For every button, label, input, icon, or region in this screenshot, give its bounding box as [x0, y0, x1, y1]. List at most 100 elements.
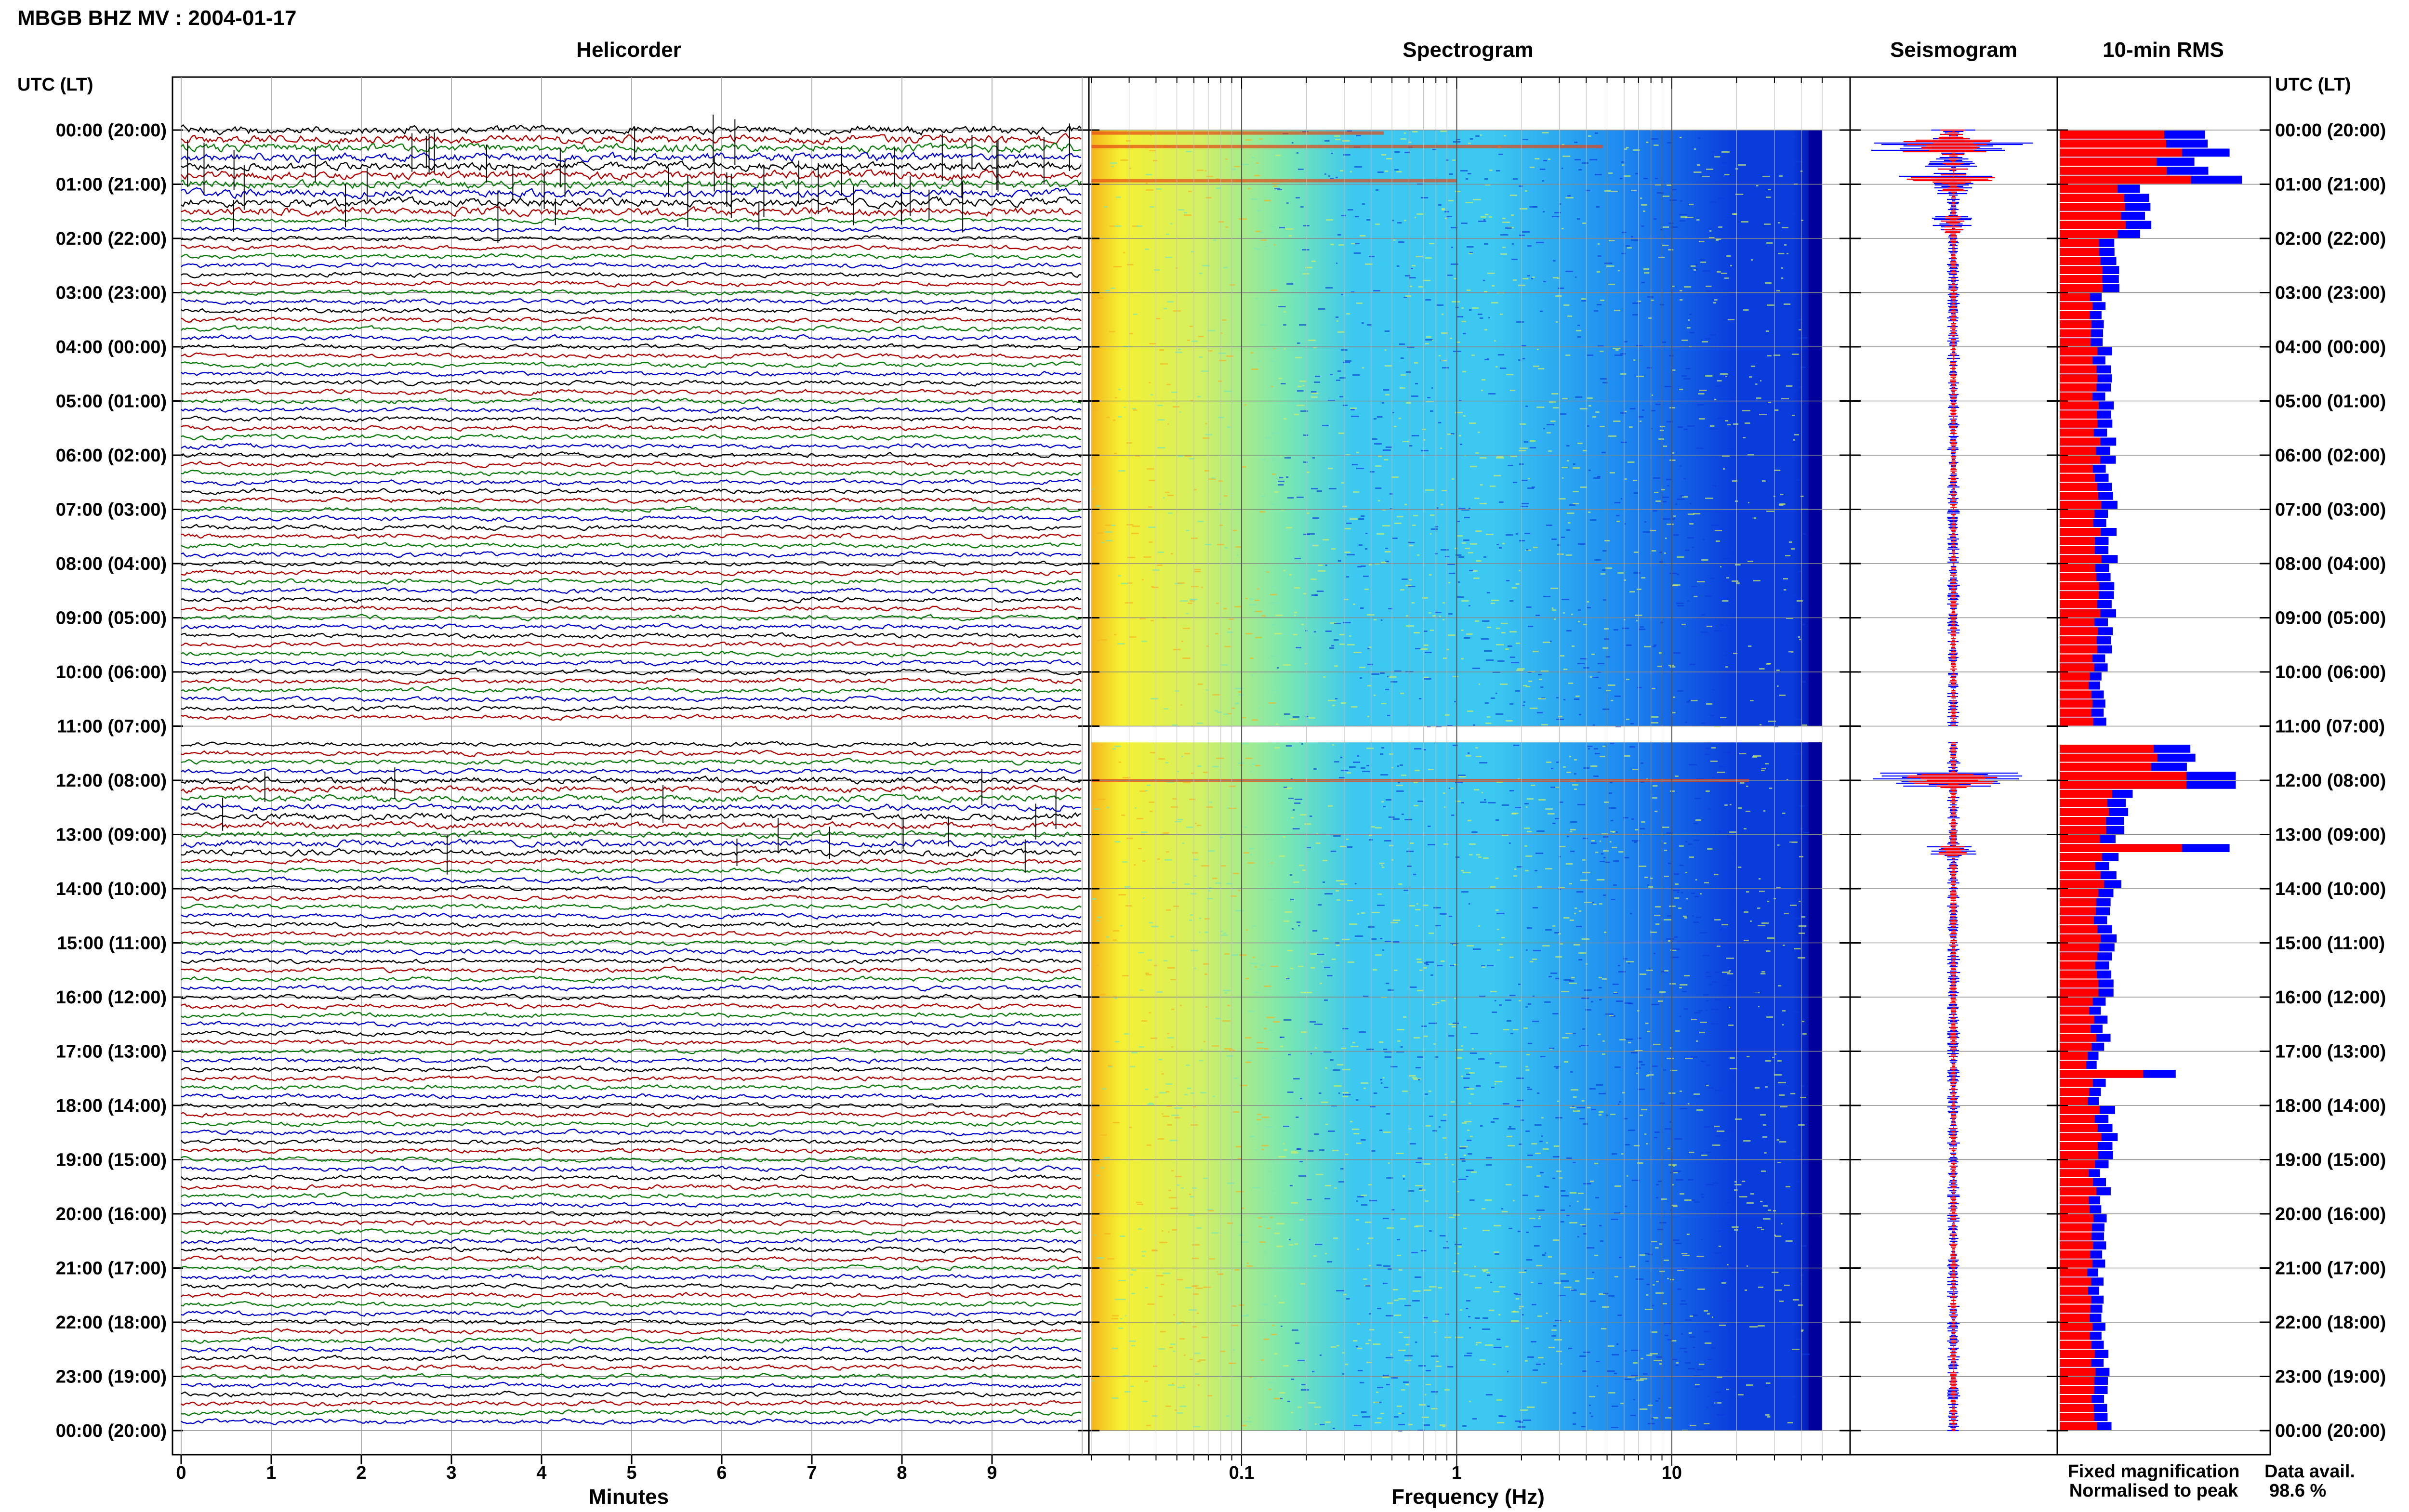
helicorder-trace: [181, 1111, 1082, 1118]
time-tick-labels-right: 00:00 (20:00) 01:00 (21:00) 02:00 (22:00) 0…: [2275, 120, 2386, 1441]
helicorder-trace: [181, 1138, 1082, 1145]
rms-bar-normalised: [2060, 1413, 2094, 1421]
helicorder-trace: [181, 587, 1082, 595]
helicorder-trace: [181, 1065, 1082, 1073]
helicorder-trace: [181, 614, 1082, 622]
rms-bar-normalised: [2060, 1232, 2092, 1241]
helicorder-trace: [181, 659, 1082, 667]
rms-bar-normalised: [2060, 1250, 2091, 1259]
time-tick-left: 02:00 (22:00): [56, 229, 167, 249]
spectrogram-x-ticks: 0.1 1 10: [1229, 1463, 1682, 1483]
helicorder-trace: [181, 370, 1082, 378]
rms-bar-normalised: [2060, 338, 2091, 346]
helicorder-panel: 0 1 2 3 4 5 6 7 8 9 Minutes: [172, 76, 1090, 1509]
time-tick-left: 04:00 (00:00): [56, 337, 167, 357]
helicorder-trace: [181, 1056, 1082, 1065]
helicorder-trace: [181, 244, 1082, 251]
helicorder-trace: [181, 132, 1082, 145]
spectrogram-x-tick: 0.1: [1229, 1463, 1255, 1483]
rms-bar-normalised: [2060, 510, 2095, 518]
helicorder-trace: [181, 1119, 1082, 1128]
rms-bar-normalised: [2060, 1395, 2092, 1403]
helicorder-trace: [181, 939, 1082, 947]
helicorder-trace: [181, 334, 1082, 342]
rms-bar-normalised: [2060, 483, 2097, 491]
helicorder-trace: [181, 361, 1082, 368]
rms-bar-normalised: [2060, 645, 2098, 654]
helicorder-trace: [181, 196, 1082, 210]
helicorder-trace: [181, 686, 1082, 694]
helicorder-trace: [181, 802, 1082, 813]
time-tick-left: 22:00 (18:00): [56, 1313, 167, 1333]
time-tick-left: 03:00 (23:00): [56, 283, 167, 303]
rms-bar-normalised: [2060, 591, 2099, 599]
rms-bar-normalised: [2060, 392, 2093, 401]
rms-bar-normalised: [2060, 961, 2095, 970]
time-tick-left: 21:00 (17:00): [56, 1259, 167, 1279]
rms-bar-normalised: [2060, 1034, 2096, 1042]
helicorder-x-tick: 4: [536, 1463, 546, 1483]
helicorder-trace: [181, 469, 1082, 476]
time-tick-left: 17:00 (13:00): [56, 1042, 167, 1062]
rms-bar-normalised: [2060, 1187, 2097, 1196]
time-tick-left: 00:00 (20:00): [56, 120, 167, 141]
helicorder-trace: [181, 124, 1082, 136]
rms-bar-normalised: [2060, 1124, 2098, 1132]
helicorder-trace: [181, 451, 1082, 459]
rms-bar-normalised: [2060, 284, 2103, 292]
helicorder-trace: [181, 948, 1082, 956]
helicorder-trace: [181, 596, 1082, 604]
helicorder-trace: [181, 524, 1082, 531]
rms-bar-normalised: [2060, 1196, 2089, 1205]
rms-bar-normalised: [2060, 500, 2102, 509]
rms-bar-normalised: [2060, 1377, 2094, 1385]
time-tick-right: 00:00 (20:00): [2275, 1421, 2386, 1441]
helicorder-trace: [181, 406, 1082, 414]
helicorder-trace: [181, 216, 1082, 224]
helicorder-trace: [181, 741, 1082, 748]
rms-bar-normalised: [2060, 211, 2121, 220]
helicorder-trace: [181, 812, 1082, 821]
helicorder-trace: [181, 876, 1082, 884]
helicorder-trace: [181, 758, 1082, 766]
rms-bar-normalised: [2060, 654, 2092, 663]
rms-bar-normalised: [2060, 410, 2097, 419]
legend-fixed-magnification: Fixed magnification: [2068, 1461, 2240, 1482]
time-tick-right: 17:00 (13:00): [2275, 1042, 2386, 1062]
helicorder-trace: [181, 280, 1082, 288]
helicorder-trace: [181, 695, 1082, 702]
helicorder-trace: [181, 1318, 1082, 1326]
helicorder-x-tick: 2: [356, 1463, 366, 1483]
time-tick-right: 22:00 (18:00): [2275, 1313, 2386, 1333]
time-tick-right: 16:00 (12:00): [2275, 987, 2386, 1008]
helicorder-trace: [181, 160, 1082, 172]
helicorder-trace: [181, 578, 1081, 586]
helicorder-trace: [181, 186, 1082, 199]
helicorder-trace: [181, 1011, 1082, 1019]
rms-bar-normalised: [2060, 763, 2152, 771]
time-tick-left: 16:00 (12:00): [56, 987, 167, 1008]
rms-bar-normalised: [2060, 1287, 2088, 1295]
helicorder-trace: [181, 168, 1082, 182]
helicorder-trace: [181, 1029, 1082, 1037]
helicorder-trace: [181, 713, 1082, 721]
helicorder-trace: [181, 151, 1082, 164]
rms-bar-normalised: [2060, 573, 2097, 581]
helicorder-trace: [181, 930, 1082, 937]
rms-bar-normalised: [2060, 1178, 2093, 1186]
time-tick-left: 19:00 (15:00): [56, 1150, 167, 1170]
rms-bar-normalised: [2060, 184, 2118, 193]
rms-bar-normalised: [2060, 564, 2095, 572]
time-tick-right: 08:00 (04:00): [2275, 554, 2386, 574]
helicorder-trace: [181, 1183, 1082, 1191]
spectrogram-x-label: Frequency (Hz): [1391, 1485, 1545, 1509]
figure-title: MBGB BHZ MV : 2004-01-17: [17, 6, 296, 30]
rms-bar-normalised: [2060, 519, 2093, 527]
rms-bar-normalised: [2060, 1386, 2094, 1394]
helicorder-trace: [181, 1219, 1082, 1227]
rms-bar-normalised: [2060, 582, 2099, 591]
helicorder-trace: [181, 142, 1082, 154]
time-tick-left: 14:00 (10:00): [56, 879, 167, 899]
time-tick-labels-left: 00:00 (20:00) 01:00 (21:00) 02:00 (22:00) 0…: [56, 120, 167, 1441]
time-tick-right: 21:00 (17:00): [2275, 1259, 2386, 1279]
